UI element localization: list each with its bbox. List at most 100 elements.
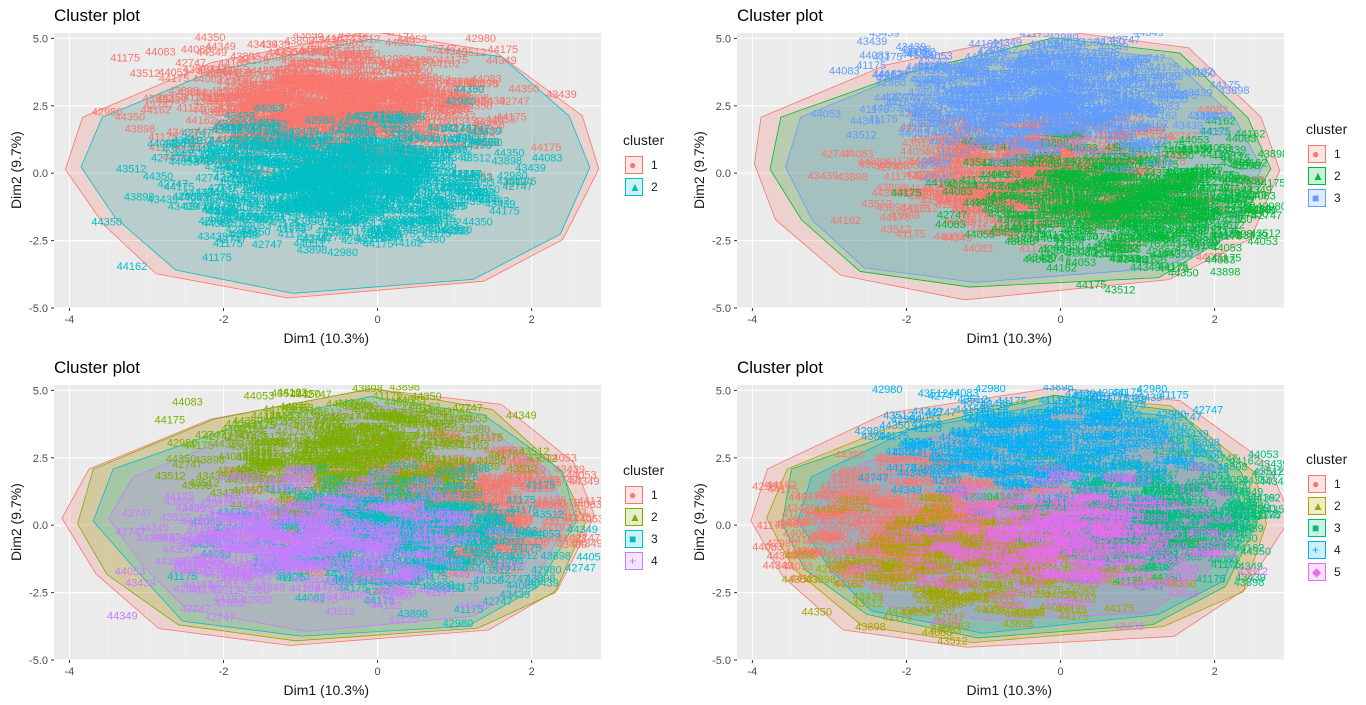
cluster-point: 44175 [164, 491, 195, 503]
cluster-point: 44175 [261, 144, 292, 156]
cluster-point: 44175 [281, 109, 312, 121]
cluster-point: 41175 [347, 117, 377, 129]
cluster-point: 44162 [225, 81, 256, 93]
cluster-point: 42980 [348, 154, 379, 166]
cluster-point: 43439 [225, 110, 256, 122]
y-tick-label: 0.0 [716, 168, 731, 180]
cluster-point: 44053 [285, 146, 316, 158]
cluster-point: 44083 [292, 70, 323, 82]
cluster-point: 44175 [223, 209, 254, 221]
cluster-point: 44162 [306, 157, 337, 169]
cluster-point: 44350 [351, 70, 382, 82]
cluster-point: 44349 [473, 116, 504, 128]
cluster-point: 44162 [368, 223, 399, 235]
cluster-point: 44175 [263, 120, 294, 132]
cluster-point: 43512 [263, 109, 294, 121]
cluster-point: 43439 [291, 187, 322, 199]
cluster-point: 44162 [334, 78, 365, 90]
cluster-point: 44162 [329, 111, 360, 123]
cluster-point: 44053 [382, 185, 413, 197]
cluster-point: 42980 [304, 99, 335, 111]
cluster-point: 44083 [172, 397, 203, 409]
cluster-point: 43512 [271, 188, 302, 200]
y-tick-label: 2.5 [33, 453, 48, 465]
cluster-point: 44175 [310, 108, 341, 120]
cluster-point: 44349 [439, 152, 470, 164]
cluster-plot-panel: 43898 43439 44349 44162 42747 41175 44053 44350… [683, 352, 1366, 704]
cluster-point: 44053 [293, 238, 324, 250]
cluster-point: 43512 [276, 562, 307, 574]
cluster-point: 44162 [381, 172, 412, 184]
cluster-point: 44053 [348, 116, 379, 128]
cluster-point: 44175 [364, 156, 395, 168]
cluster-point: 44162 [324, 49, 355, 61]
cluster-point: 43898 [389, 84, 420, 96]
cluster-point: 43512 [349, 175, 380, 187]
cluster-point: 44350 [314, 162, 345, 174]
cluster-point: 44349 [233, 84, 264, 96]
legend-title: cluster [623, 462, 665, 478]
cluster-point: 44162 [430, 59, 461, 71]
cluster-point: 42747 [205, 612, 236, 624]
cluster-point: 41175 [280, 135, 310, 147]
cluster-point: 41175 [295, 209, 325, 221]
cluster-point: 44175 [270, 130, 301, 142]
cluster-point: 44083 [296, 117, 327, 129]
cluster-point: 44083 [381, 99, 412, 111]
cluster-point: 44349 [285, 133, 316, 145]
cluster-point: 44175 [404, 169, 435, 181]
cluster-point: 44175 [353, 172, 384, 184]
cluster-point: 43512 [243, 80, 274, 92]
cluster-point: 44349 [377, 114, 408, 126]
cluster-point: 42980 [325, 90, 356, 102]
cluster-point: 44083 [172, 141, 203, 153]
cluster-point: 42747 [246, 126, 277, 138]
cluster-point: 44053 [390, 64, 421, 76]
cluster-point: 42747 [144, 100, 175, 112]
cluster-point: 43512 [1105, 284, 1136, 296]
cluster-point: 44162 [141, 104, 172, 116]
cluster-point: 42980 [366, 106, 397, 118]
cluster-point: 43439 [350, 135, 381, 147]
legend-key-triangle-icon: ▲ [625, 178, 643, 196]
cluster-point: 41175 [295, 191, 325, 203]
cluster-point: 43898 [308, 183, 339, 195]
cluster-point: 43512 [183, 64, 214, 76]
cluster-point: 43898 [389, 129, 420, 141]
cluster-point: 44349 [230, 134, 261, 146]
cluster-point: 44349 [323, 113, 354, 125]
cluster-point: 43512 [507, 464, 538, 476]
cluster-point: 44083 [207, 69, 238, 81]
cluster-point: 44349 [282, 183, 313, 195]
cluster-point: 41175 [267, 106, 297, 118]
cluster-point: 44083 [374, 78, 405, 90]
cluster-point: 44053 [439, 226, 470, 238]
cluster-hull-1 [64, 30, 600, 299]
cluster-point: 44175 [531, 142, 562, 154]
cluster-point: 44350 [408, 72, 439, 84]
cluster-point: 42980 [241, 595, 272, 607]
legend-key-cross-icon: + [625, 552, 643, 570]
cluster-point: 44175 [345, 161, 376, 173]
cluster-point: 44053 [385, 37, 416, 49]
cluster-point: 42747 [230, 127, 261, 139]
cluster-point: 41175 [394, 100, 424, 112]
cluster-point: 44083 [337, 108, 368, 120]
cluster-point: 43439 [1109, 73, 1140, 85]
cluster-point: 43898 [259, 115, 290, 127]
cluster-point: 43898 [230, 229, 261, 241]
cluster-point: 41175 [469, 79, 499, 91]
cluster-point: 44175 [164, 182, 195, 194]
cluster-point: 43898 [193, 97, 224, 109]
cluster-point: 41175 [868, 113, 898, 125]
cluster-point: 44083 [286, 134, 317, 146]
cluster-point: 43512 [354, 92, 385, 104]
cluster-point: 43898 [540, 550, 571, 562]
cluster-point: 42980 [234, 87, 265, 99]
cluster-point: 44350 [339, 196, 370, 208]
cluster-point: 43439 [309, 78, 340, 90]
cluster-point: 43512 [252, 92, 283, 104]
cluster-point: 44162 [182, 135, 213, 147]
cluster-point: 44083 [408, 132, 439, 144]
legend-key-triangle-icon: ▲ [625, 508, 643, 526]
